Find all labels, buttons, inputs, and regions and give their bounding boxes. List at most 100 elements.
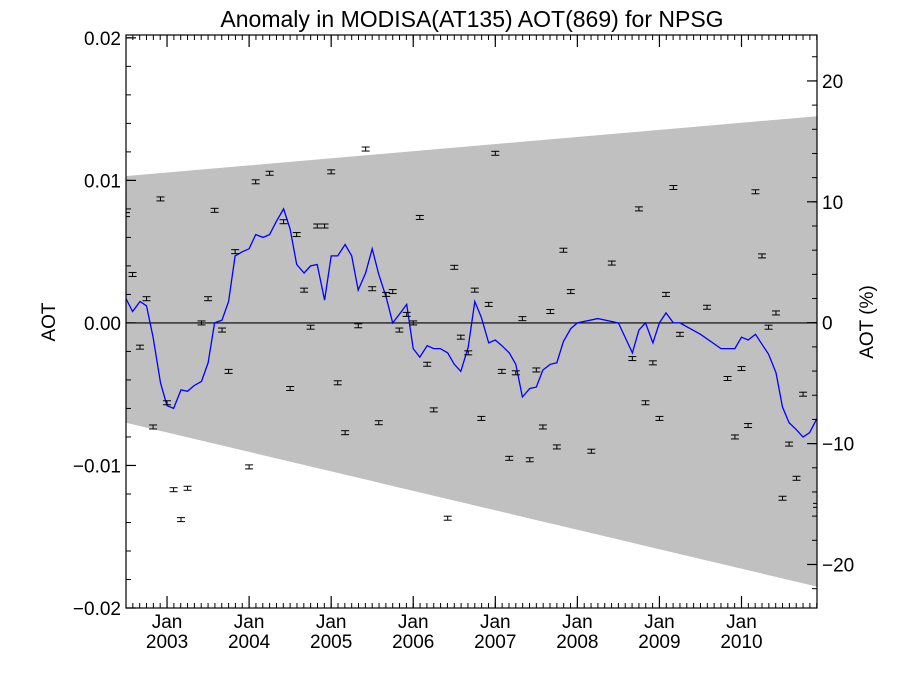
data-point	[566, 289, 575, 295]
data-point	[491, 150, 500, 156]
data-point	[126, 212, 130, 218]
series-line-layer	[126, 207, 817, 438]
data-point	[675, 331, 684, 337]
data-point	[354, 323, 363, 329]
data-point	[464, 350, 473, 356]
x-tick-label-month: Jan	[480, 612, 511, 633]
data-point	[409, 320, 418, 326]
series-line	[126, 207, 817, 438]
data-point	[546, 309, 555, 315]
data-point	[306, 324, 315, 330]
data-point	[518, 316, 527, 322]
y-axis-label: AOT	[39, 302, 60, 341]
data-point	[341, 430, 350, 436]
data-point	[142, 296, 151, 302]
uncertainty-envelope	[126, 116, 817, 587]
x-tick-label-month: Jan	[398, 612, 429, 633]
data-point	[703, 304, 712, 310]
data-point	[231, 249, 240, 255]
data-point	[224, 368, 233, 374]
data-point	[764, 324, 773, 330]
data-point	[634, 206, 643, 212]
x-tick-label-month: Jan	[644, 612, 675, 633]
y2-tick-label: 10	[822, 193, 843, 214]
x-tick-label-year: 2008	[556, 632, 598, 653]
data-point	[505, 455, 514, 461]
data-point	[388, 289, 397, 295]
data-point	[450, 264, 459, 270]
data-point	[661, 291, 670, 297]
data-point	[771, 310, 780, 316]
data-point	[648, 360, 657, 366]
y-tick-label: 0.02	[84, 29, 121, 50]
data-point	[751, 189, 760, 195]
x-tick-label-year: 2006	[392, 632, 434, 653]
data-point	[655, 415, 664, 421]
data-point	[532, 367, 541, 373]
x-tick-label-year: 2009	[638, 632, 680, 653]
data-point	[402, 311, 411, 317]
x-tick-label-month: Jan	[234, 612, 265, 633]
y2-tick-label: 0	[822, 314, 833, 335]
data-point	[218, 327, 227, 333]
data-point	[251, 179, 260, 185]
x-tick-label-year: 2004	[228, 632, 271, 653]
y2-tick-label: 20	[822, 72, 843, 93]
data-point	[456, 334, 465, 340]
y2-axis-label: AOT (%)	[857, 285, 878, 359]
data-point	[497, 368, 506, 374]
data-point	[525, 457, 534, 463]
data-point	[197, 320, 206, 326]
data-point	[559, 247, 568, 253]
data-point	[313, 223, 322, 229]
x-tick-label-month: Jan	[152, 612, 183, 633]
y2-tick-label: −20	[822, 555, 854, 576]
data-point	[245, 464, 254, 470]
y-tick-label: −0.02	[73, 599, 121, 620]
axis-layer: 0.020.010.00−0.01−0.0220100−10−20Jan2003…	[73, 29, 854, 653]
data-point	[183, 485, 192, 491]
data-point	[374, 420, 383, 426]
data-point	[744, 423, 753, 429]
data-point	[395, 327, 404, 333]
x-tick-label-month: Jan	[562, 612, 593, 633]
data-point	[423, 361, 432, 367]
x-tick-label-year: 2003	[146, 632, 188, 653]
data-point	[128, 271, 137, 277]
x-tick-label-year: 2005	[310, 632, 352, 653]
data-point	[778, 495, 787, 501]
chart-title: Anomaly in MODISA(AT135) AOT(869) for NP…	[220, 6, 723, 32]
data-point	[552, 444, 561, 450]
data-point	[792, 475, 801, 481]
data-point	[382, 291, 391, 297]
data-point	[443, 515, 452, 521]
data-point	[156, 196, 165, 202]
data-point	[210, 207, 219, 213]
data-point	[292, 232, 301, 238]
data-point	[758, 253, 767, 259]
data-point	[737, 366, 746, 372]
data-point	[149, 424, 158, 430]
data-point	[477, 415, 486, 421]
data-point	[163, 400, 172, 406]
errorbar-layer	[126, 146, 817, 523]
x-tick-label-month: Jan	[316, 612, 347, 633]
data-point	[723, 376, 732, 382]
plot-area	[126, 116, 817, 587]
data-point	[669, 185, 678, 191]
y-tick-label: 0.01	[84, 171, 121, 192]
x-tick-label-month: Jan	[726, 612, 757, 633]
data-point	[204, 296, 213, 302]
data-point	[538, 424, 547, 430]
data-point	[300, 287, 309, 293]
data-point	[607, 260, 616, 266]
y-tick-label: 0.00	[84, 314, 121, 335]
data-point	[470, 287, 479, 293]
x-tick-label-year: 2010	[720, 632, 762, 653]
y2-tick-label: −10	[822, 435, 854, 456]
data-point	[799, 391, 808, 397]
data-point	[368, 286, 377, 292]
data-point	[279, 219, 288, 225]
data-point	[587, 448, 596, 454]
data-point	[135, 344, 144, 350]
